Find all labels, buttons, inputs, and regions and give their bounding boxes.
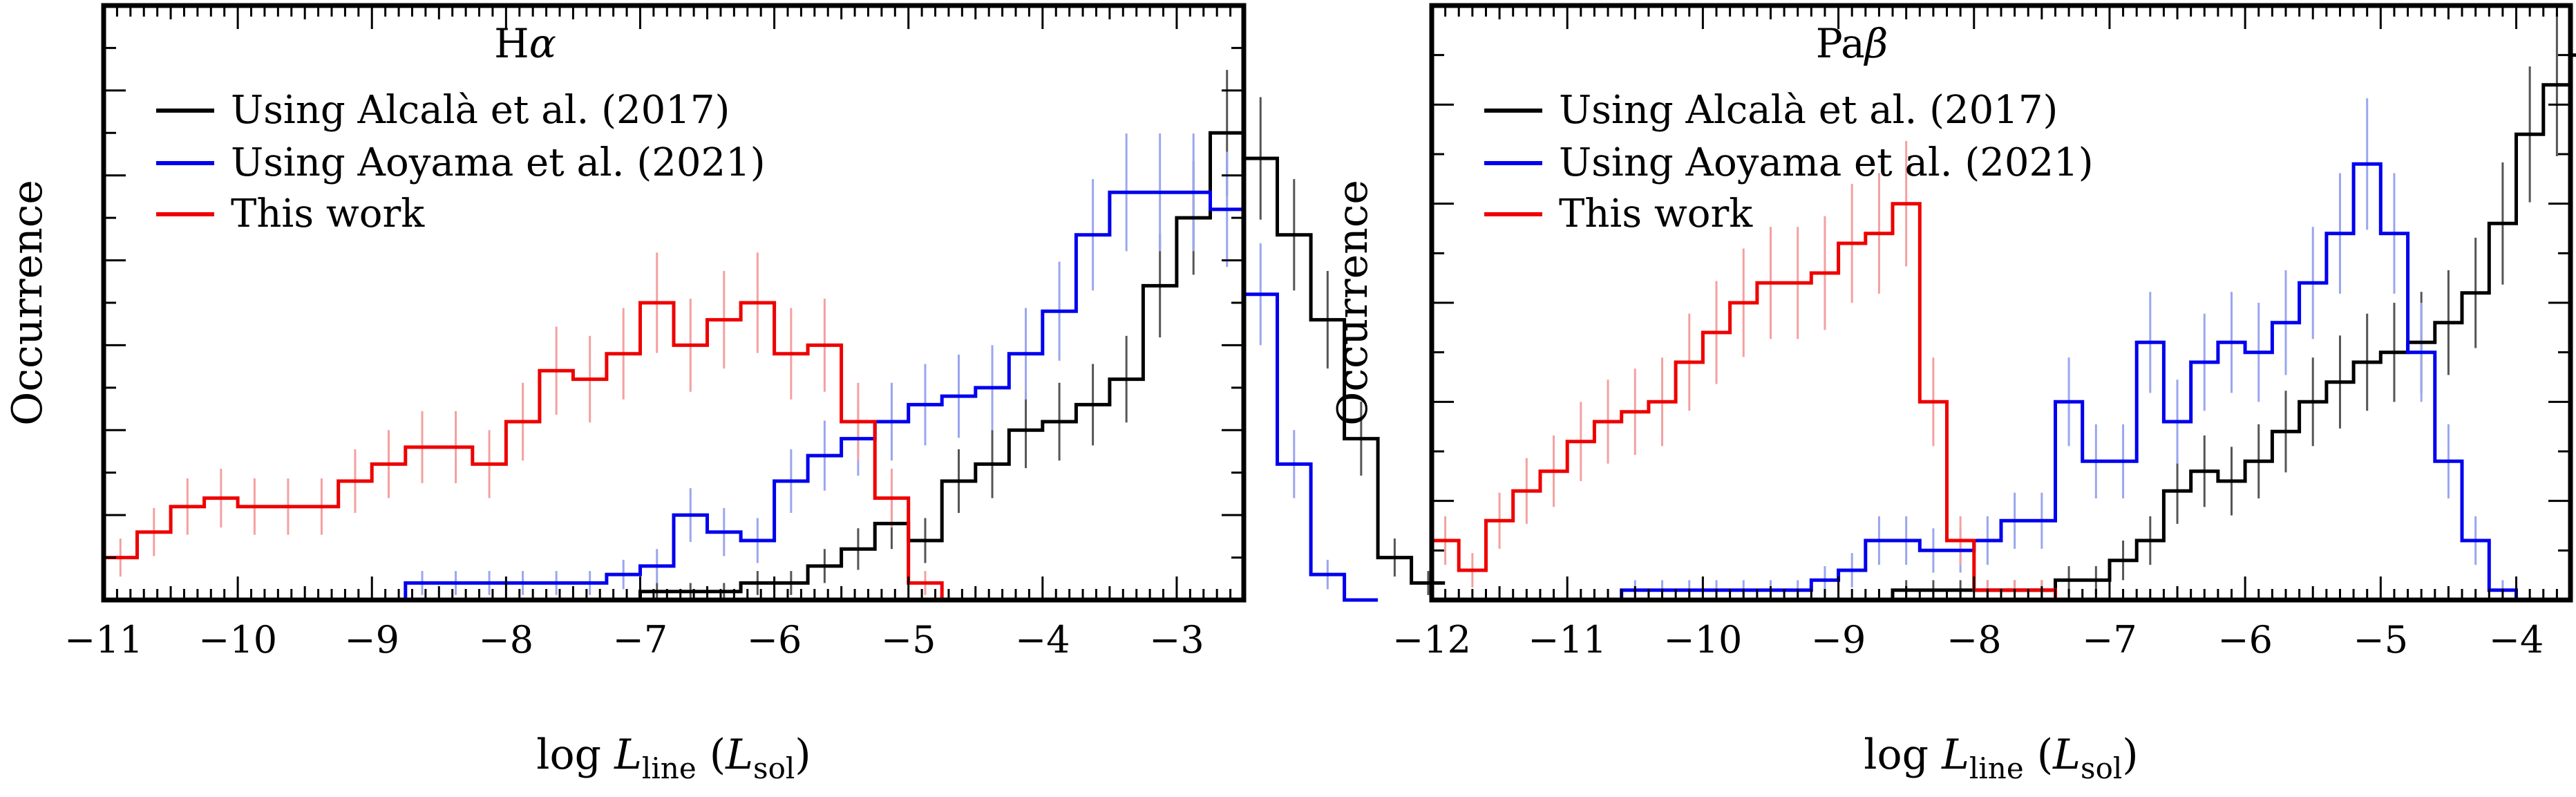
x-tick-label: −5: [2354, 618, 2409, 662]
legend-label-alcala-pabeta: Using Alcalà et al. (2017): [1559, 88, 2058, 133]
panel-halpha: −11 −10 −9 −8 −7 −6 −5 −4 −3 Hα Using Alcalà et …: [3, 3, 1446, 785]
histogram-line-aoyama-pabeta: [1513, 162, 2544, 602]
x-tick-label: −6: [747, 618, 802, 662]
legend-label-aoyama-halpha: Using Aoyama et al. (2021): [231, 140, 766, 185]
x-axis-label-pabeta: log Lline (Lsol): [1864, 731, 2138, 785]
axis-ticks-pabeta: [1430, 6, 2572, 600]
histogram-line-thiswork-halpha: [104, 301, 1077, 602]
x-tick-label: −11: [64, 618, 143, 662]
x-tick-labels-halpha: −11 −10 −9 −8 −7 −6 −5 −4 −3: [64, 618, 1204, 662]
x-tick-label: −4: [1015, 618, 1070, 662]
x-tick-label: −9: [1811, 618, 1866, 662]
legend-label-thiswork-pabeta: This work: [1559, 191, 1753, 236]
legend-halpha: Using Alcalà et al. (2017) Using Aoyama …: [156, 88, 766, 236]
x-tick-label: −8: [1947, 618, 2002, 662]
x-tick-labels-pabeta: −12 −11 −10 −9 −8 −7 −6 −5 −4: [1392, 618, 2544, 662]
histogram-line-alcala-pabeta: [1621, 53, 2576, 602]
histogram-lines-pabeta: [1432, 13, 2576, 602]
x-tick-label: −12: [1392, 618, 1471, 662]
x-tick-label: −3: [1149, 618, 1204, 662]
x-tick-label: −10: [198, 618, 277, 662]
x-tick-label: −9: [344, 618, 399, 662]
x-tick-label: −11: [1528, 618, 1607, 662]
y-axis-label-halpha: Occurrence: [3, 180, 52, 426]
legend-pabeta: Using Alcalà et al. (2017) Using Aoyama …: [1484, 88, 2094, 236]
panel-pabeta: −12 −11 −10 −9 −8 −7 −6 −5 −4 Paβ Using Alcalà e…: [1329, 3, 2576, 785]
x-tick-label: −4: [2489, 618, 2544, 662]
panel-title-halpha: Hα: [494, 20, 556, 67]
legend-label-thiswork-halpha: This work: [231, 191, 425, 236]
x-tick-label: −6: [2217, 618, 2273, 662]
panel-title-pabeta: Paβ: [1816, 20, 1888, 67]
histogram-line-aoyama-halpha: [271, 190, 1379, 602]
histogram-line-thiswork-pabeta: [1432, 202, 2110, 602]
x-tick-label: −7: [2082, 618, 2137, 662]
x-tick-label: −7: [613, 618, 668, 662]
y-axis-label-pabeta: Occurrence: [1329, 180, 1377, 426]
x-axis-label-halpha: log Lline (Lsol): [536, 731, 811, 785]
x-tick-label: −5: [881, 618, 936, 662]
x-tick-label: −10: [1663, 618, 1742, 662]
axis-ticks-halpha: [102, 6, 1245, 600]
x-tick-label: −8: [479, 618, 534, 662]
legend-label-alcala-halpha: Using Alcalà et al. (2017): [231, 88, 730, 133]
legend-label-aoyama-pabeta: Using Aoyama et al. (2021): [1559, 140, 2094, 185]
